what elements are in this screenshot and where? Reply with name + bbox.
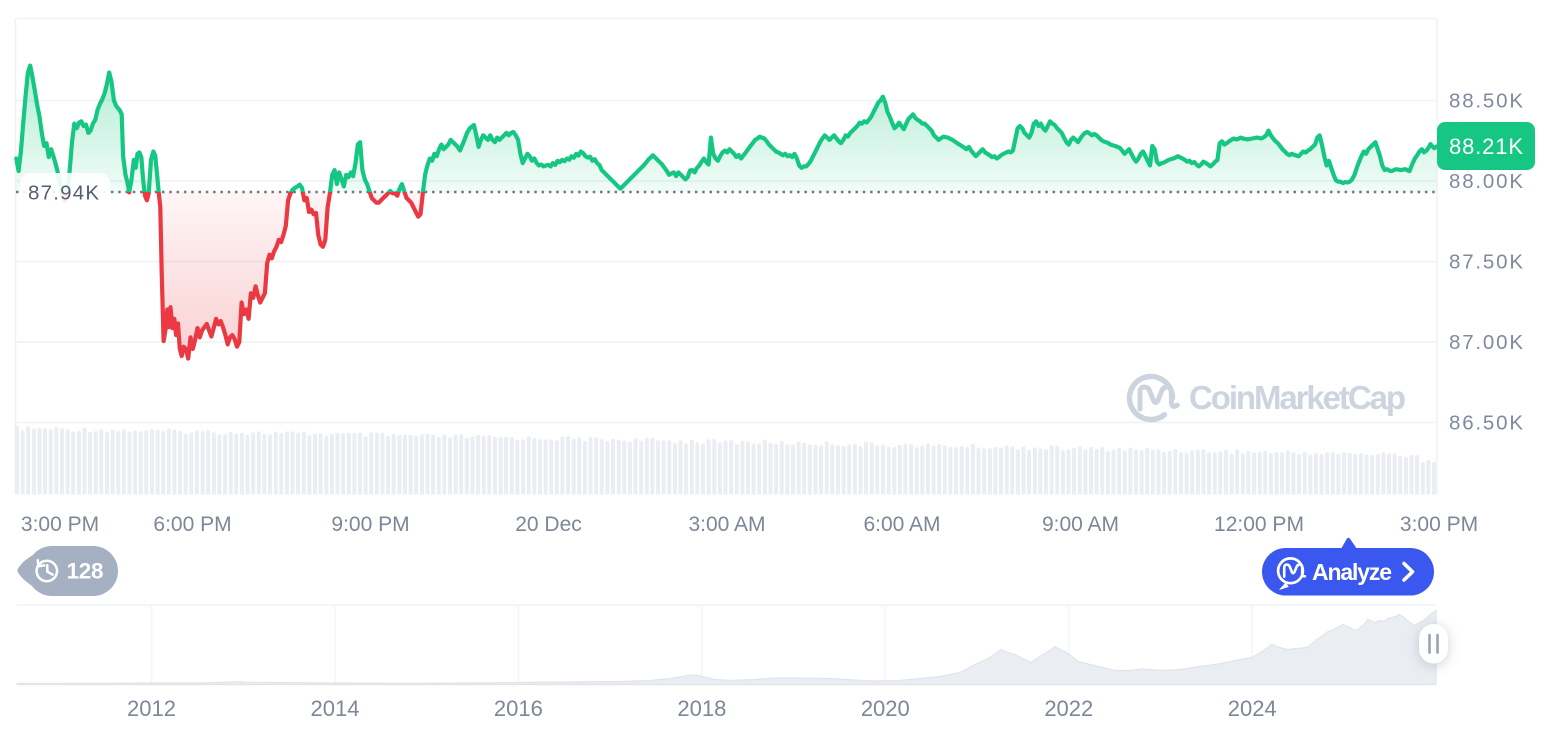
- svg-text:3:00 AM: 3:00 AM: [688, 513, 765, 536]
- svg-text:87.50K: 87.50K: [1449, 251, 1523, 274]
- svg-text:2024: 2024: [1228, 696, 1277, 721]
- svg-text:88.21K: 88.21K: [1449, 134, 1523, 159]
- svg-text:3:00 PM: 3:00 PM: [21, 513, 99, 536]
- svg-text:2014: 2014: [311, 696, 360, 721]
- svg-text:88.50K: 88.50K: [1449, 90, 1523, 113]
- svg-text:128: 128: [67, 559, 104, 584]
- svg-text:2012: 2012: [127, 696, 176, 721]
- svg-text:9:00 AM: 9:00 AM: [1042, 513, 1119, 536]
- svg-text:87.00K: 87.00K: [1449, 331, 1523, 354]
- svg-text:6:00 PM: 6:00 PM: [153, 513, 231, 536]
- svg-text:3:00 PM: 3:00 PM: [1400, 513, 1478, 536]
- svg-text:Analyze: Analyze: [1312, 559, 1392, 585]
- svg-text:88.00K: 88.00K: [1449, 170, 1523, 193]
- svg-text:87.94K: 87.94K: [28, 182, 99, 205]
- svg-text:CoinMarketCap: CoinMarketCap: [1189, 379, 1406, 416]
- svg-text:6:00 AM: 6:00 AM: [863, 513, 940, 536]
- svg-text:9:00 PM: 9:00 PM: [331, 513, 409, 536]
- svg-text:20 Dec: 20 Dec: [515, 513, 582, 536]
- svg-text:86.50K: 86.50K: [1449, 412, 1523, 435]
- svg-text:12:00 PM: 12:00 PM: [1214, 513, 1304, 536]
- svg-text:2016: 2016: [494, 696, 543, 721]
- svg-text:2022: 2022: [1044, 696, 1093, 721]
- svg-text:2020: 2020: [861, 696, 910, 721]
- svg-text:2018: 2018: [677, 696, 726, 721]
